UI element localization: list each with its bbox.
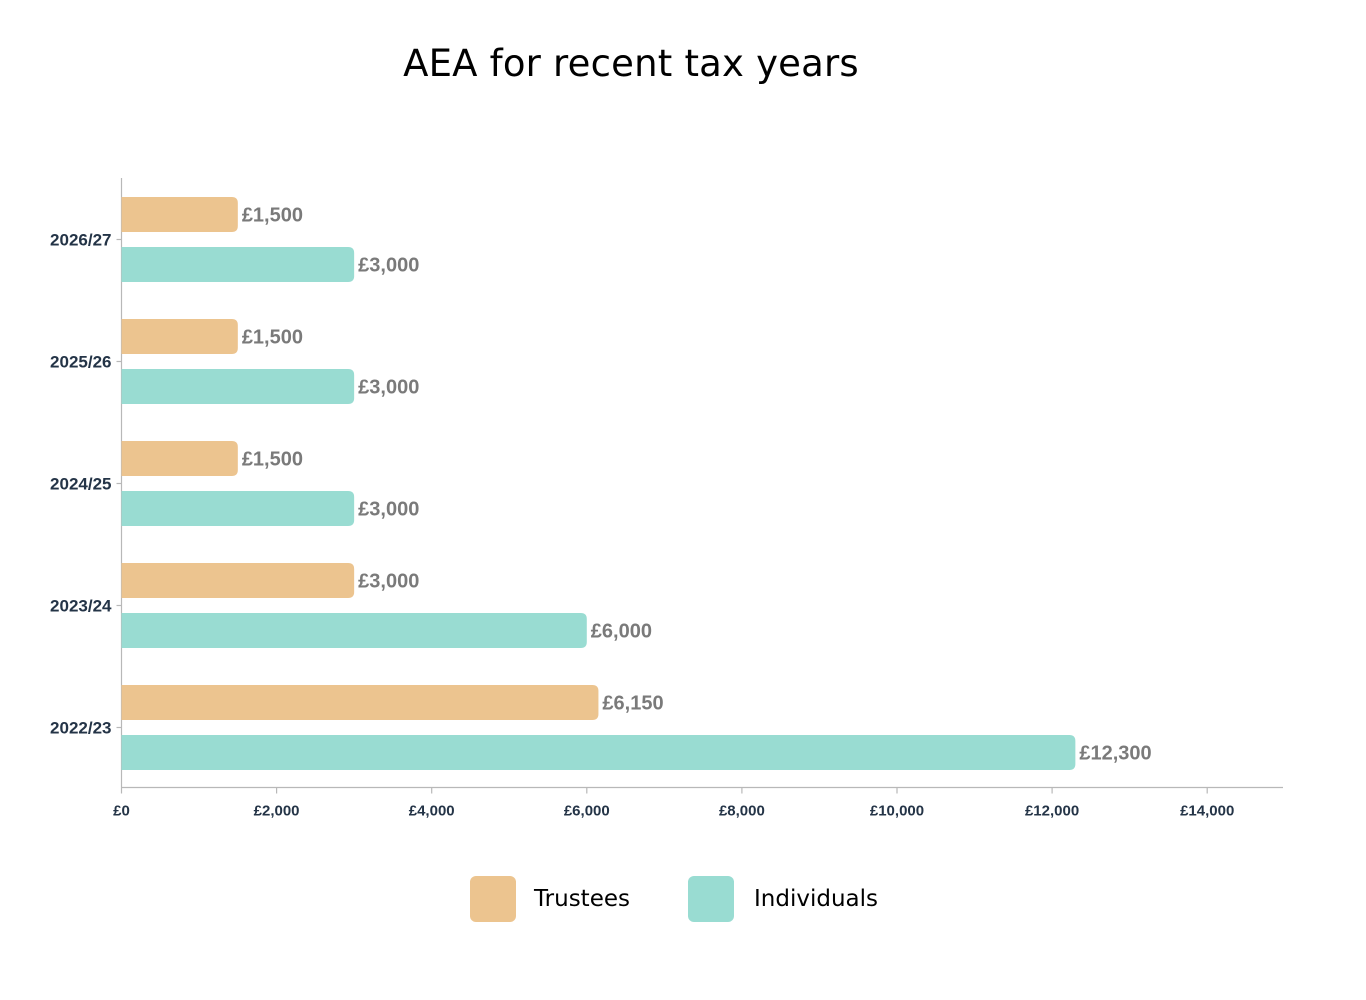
data-label-trustees: £1,500 xyxy=(242,327,303,349)
data-label-trustees: £1,500 xyxy=(242,205,303,227)
data-label-individuals: £3,000 xyxy=(358,255,419,277)
bar-trustees xyxy=(121,563,355,598)
x-tick-label: £2,000 xyxy=(254,803,300,820)
y-category-label: 2024/25 xyxy=(50,475,111,494)
data-label-trustees: £6,150 xyxy=(602,693,663,715)
legend-label-individuals: Individuals xyxy=(754,886,878,912)
data-label-trustees: £3,000 xyxy=(358,571,419,593)
bar-chart: £0 £2,000 £4,000 £6,000 £8,000 £10,000 £12,000… xyxy=(50,178,1283,820)
y-category-label: 2026/27 xyxy=(50,231,111,250)
bar-individuals xyxy=(121,369,355,404)
y-category-label: 2022/23 xyxy=(50,719,111,738)
axes: £0 £2,000 £4,000 £6,000 £8,000 £10,000 £12,000… xyxy=(50,178,1283,820)
bar-trustees xyxy=(121,319,238,354)
x-tick-label: £4,000 xyxy=(409,803,455,820)
bar-individuals xyxy=(121,735,1076,770)
data-label-individuals: £12,300 xyxy=(1079,743,1151,765)
bar-trustees xyxy=(121,441,238,476)
x-tick-label: £10,000 xyxy=(870,803,924,820)
legend: Trustees Individuals xyxy=(470,876,878,922)
data-label-individuals: £3,000 xyxy=(358,499,419,521)
x-tick-label: £14,000 xyxy=(1180,803,1234,820)
bar-individuals xyxy=(121,247,355,282)
legend-label-trustees: Trustees xyxy=(534,886,630,912)
data-labels: £1,500 £1,500 £1,500 £3,000 £6,150 £3,000 £3,0… xyxy=(242,205,1152,765)
x-tick-label: £8,000 xyxy=(719,803,765,820)
data-label-trustees: £1,500 xyxy=(242,449,303,471)
bars xyxy=(121,197,1076,770)
bar-trustees xyxy=(121,197,238,232)
legend-swatch-individuals xyxy=(688,876,734,922)
chart-title: AEA for recent tax years xyxy=(403,42,859,85)
y-category-label: 2023/24 xyxy=(50,597,112,616)
y-category-label: 2025/26 xyxy=(50,353,111,372)
data-label-individuals: £3,000 xyxy=(358,377,419,399)
data-label-individuals: £6,000 xyxy=(591,621,652,643)
x-tick-label: £6,000 xyxy=(564,803,610,820)
bar-individuals xyxy=(121,613,587,648)
legend-item-trustees: Trustees xyxy=(470,876,630,922)
legend-swatch-trustees xyxy=(470,876,516,922)
bar-trustees xyxy=(121,685,599,720)
bar-individuals xyxy=(121,491,355,526)
legend-item-individuals: Individuals xyxy=(688,876,878,922)
x-tick-label: £12,000 xyxy=(1025,803,1079,820)
x-tick-label: £0 xyxy=(113,803,130,820)
